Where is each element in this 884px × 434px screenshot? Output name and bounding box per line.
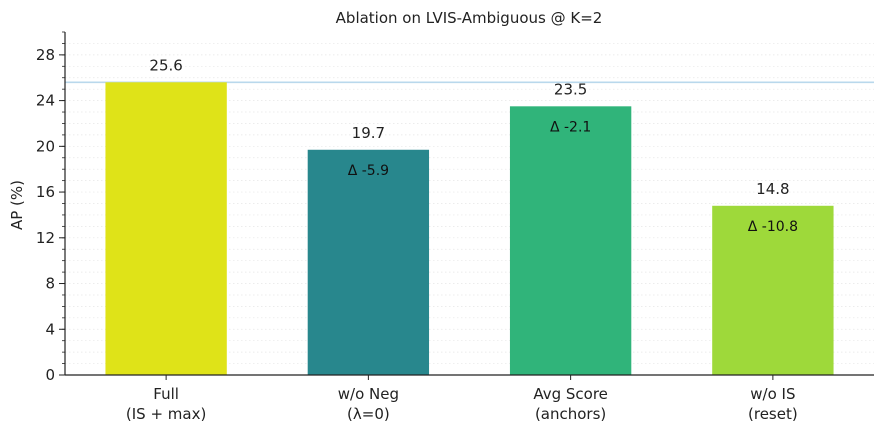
value-label-1: 25.6 <box>149 56 182 74</box>
y-tick-label: 8 <box>45 275 55 293</box>
grid <box>65 43 874 364</box>
category-label-3-line-1: Avg Score <box>533 385 608 403</box>
category-label-2-line-1: w/o Neg <box>338 385 399 403</box>
category-label-4-line-1: w/o IS <box>750 385 795 403</box>
bar-1 <box>105 82 227 375</box>
category-label-1-line-2: (IS + max) <box>126 405 206 423</box>
bar-3 <box>509 106 632 376</box>
value-label-4: 14.8 <box>756 180 789 198</box>
category-label-1-line-1: Full <box>153 385 179 403</box>
axes: 0 4 8 12 16 20 24 28 <box>36 31 874 384</box>
y-tick-label: 0 <box>45 366 55 384</box>
labels: 25.6 Full (IS + max) 19.7 Δ -5.9 w/o Neg (λ=0)… <box>126 56 798 423</box>
value-label-2: 19.7 <box>352 124 385 142</box>
delta-label-4: Δ -10.8 <box>748 219 798 235</box>
bars <box>105 82 834 376</box>
category-label-2-line-2: (λ=0) <box>347 405 390 423</box>
category-label-3-line-2: (anchors) <box>535 405 606 423</box>
bar-4 <box>712 205 834 375</box>
category-label-4-line-2: (reset) <box>748 405 798 423</box>
chart-title: Ablation on LVIS-Ambiguous @ K=2 <box>336 9 603 27</box>
y-axis-label: AP (%) <box>8 180 26 230</box>
y-tick-label: 28 <box>36 46 55 64</box>
y-tick-label: 24 <box>36 92 55 110</box>
bar-2 <box>307 149 430 375</box>
value-label-3: 23.5 <box>554 80 587 98</box>
y-tick-label: 16 <box>36 183 55 201</box>
y-tick-label: 4 <box>45 320 55 338</box>
delta-label-3: Δ -2.1 <box>550 119 591 135</box>
y-tick-label: 20 <box>36 137 55 155</box>
y-tick-label: 12 <box>36 229 55 247</box>
delta-label-2: Δ -5.9 <box>348 163 389 179</box>
